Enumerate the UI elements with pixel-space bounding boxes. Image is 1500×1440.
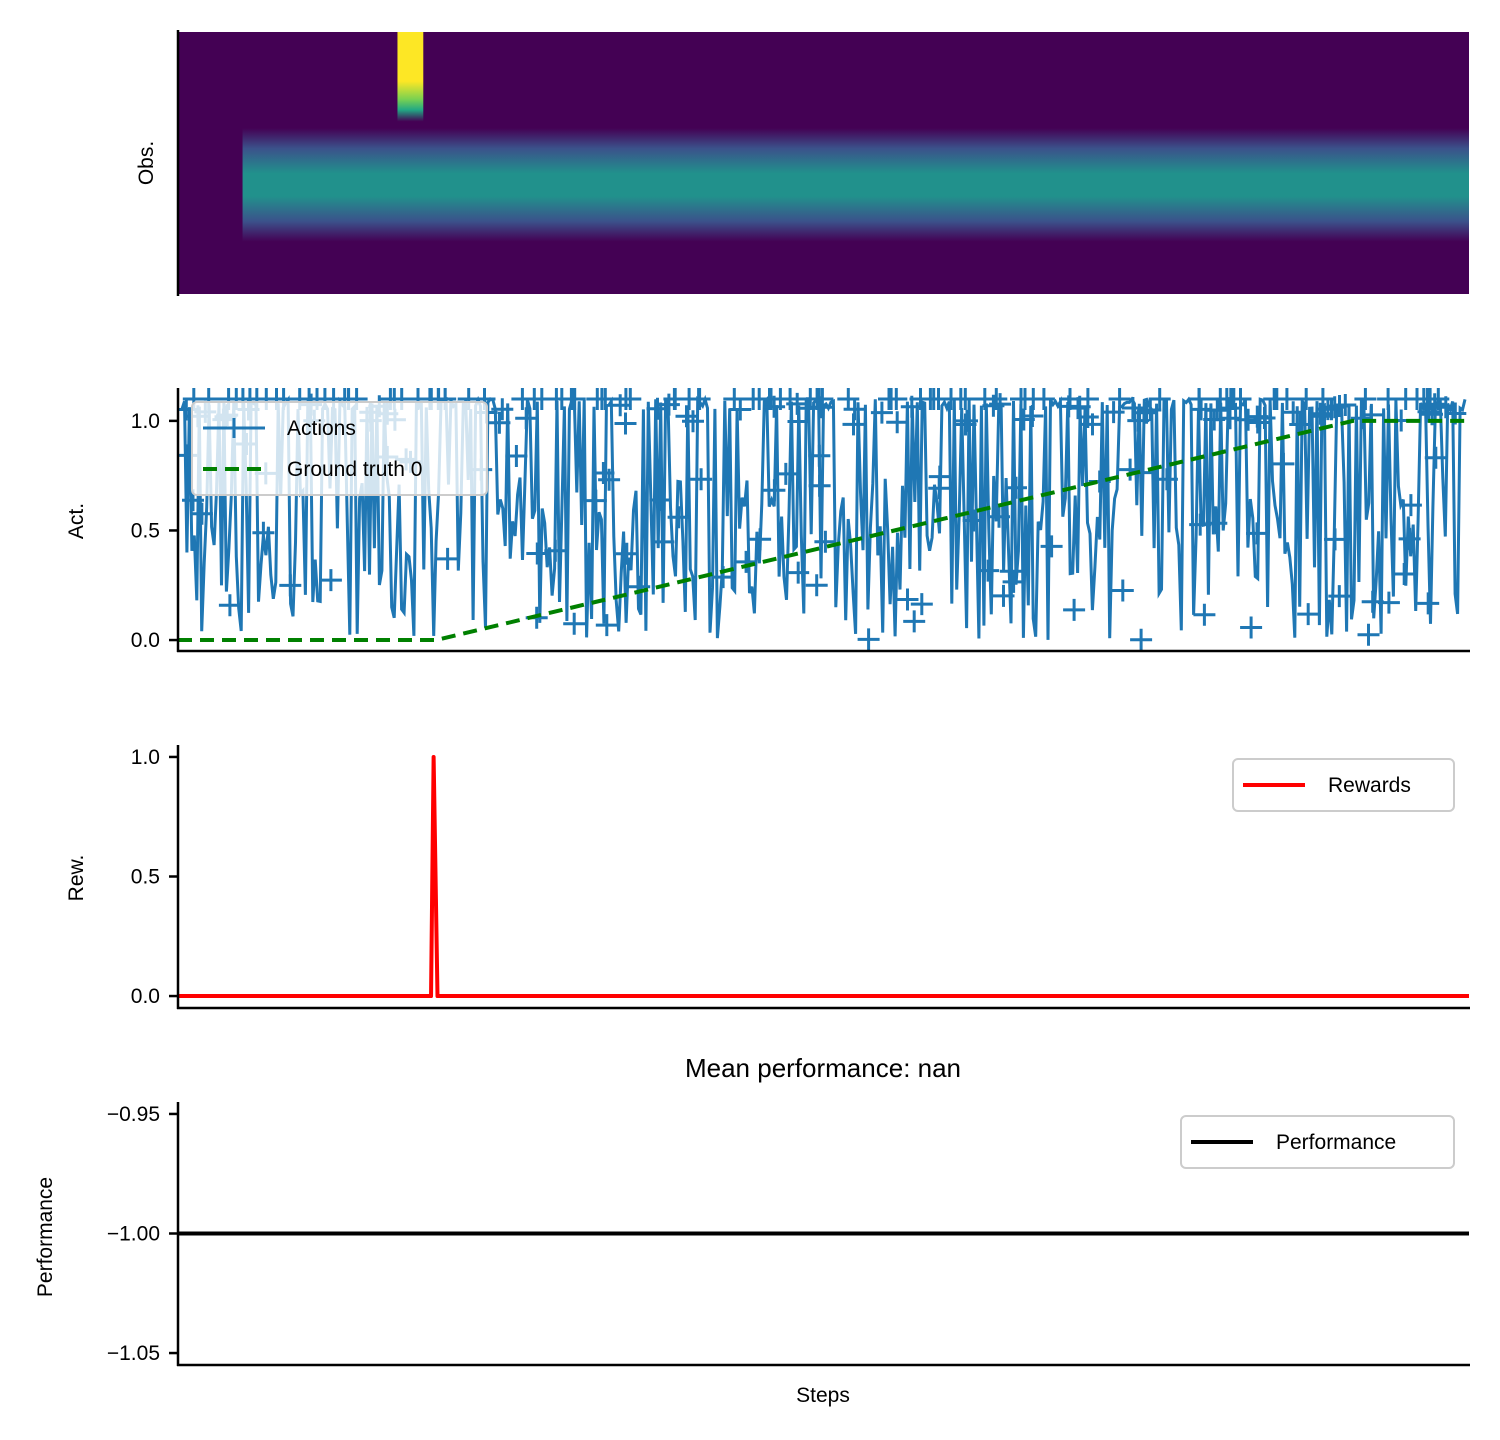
legend-actions: Actions Ground truth 0 [191,401,488,496]
legend-box [1232,758,1455,812]
x-axis-label: Steps [796,1384,850,1407]
y-tick-label: 1.0 [131,746,160,769]
panel-rewards: 0.0 0.5 1.0 Rew. Rewards [65,745,1470,1010]
y-tick-label: −1.05 [107,1342,160,1365]
heatmap-fixation-band [397,32,424,122]
legend-label-ground-truth: Ground truth 0 [287,458,422,481]
panel-observations: Obs. [135,30,1469,296]
y-axis-label: Obs. [135,141,158,185]
panel-performance: Mean performance: nan −0.95 −1.00 −1.05 Pe… [34,1053,1470,1407]
legend-performance: Performance [1180,1115,1455,1169]
y-tick-label: 0.5 [131,866,160,889]
y-tick-label: 0.0 [131,985,160,1008]
y-axis-label: Rew. [65,855,88,902]
y-tick-label: 0.5 [131,519,160,542]
y-tick-label: 0.0 [131,629,160,652]
y-axis-label: Act. [65,503,88,539]
legend-box [191,401,488,496]
legend-label-rewards: Rewards [1328,774,1411,797]
y-tick-label: 1.0 [131,410,160,433]
legend-box [1180,1115,1455,1169]
ground-truth-line [178,418,1469,643]
y-ticks: 0.0 0.5 1.0 [131,746,178,1008]
rewards-line [178,754,1469,999]
y-ticks: −0.95 −1.00 −1.05 [107,1103,178,1365]
panel-actions: 0.0 0.5 1.0 Act. Actions Ground truth 0 [65,388,1470,653]
y-tick-label: −0.95 [107,1103,160,1126]
chart-title: Mean performance: nan [685,1053,961,1083]
y-ticks: 0.0 0.5 1.0 [131,410,178,652]
y-tick-label: −1.00 [107,1223,160,1246]
heatmap-stimulus-band [242,128,1469,242]
legend-rewards: Rewards [1232,758,1455,812]
y-axis-label: Performance [34,1177,57,1297]
legend-label-performance: Performance [1276,1131,1396,1154]
legend-label-actions: Actions [287,417,356,440]
